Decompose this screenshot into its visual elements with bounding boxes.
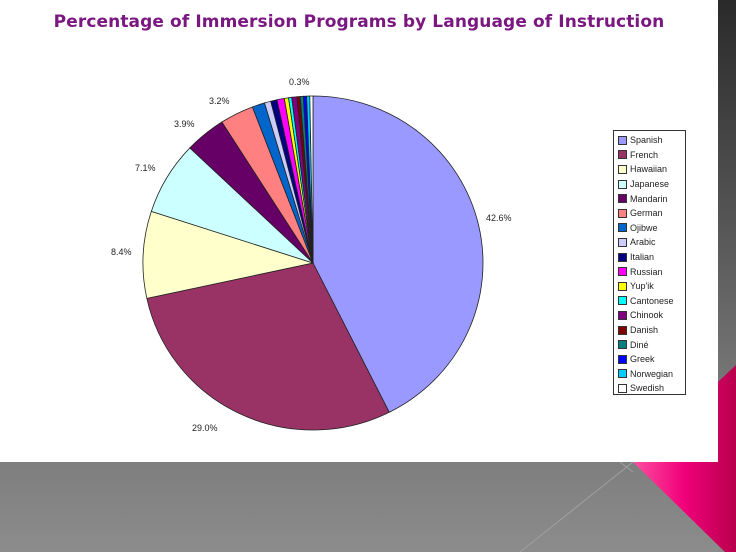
data-label-hawaiian: 8.4% xyxy=(111,247,132,257)
pie-chart xyxy=(142,95,484,431)
legend-item-danish: Danish xyxy=(618,323,685,338)
legend-swatch xyxy=(618,340,627,350)
legend-item-yupik: Yup'ik xyxy=(618,279,685,294)
legend-swatch xyxy=(618,310,627,320)
legend-swatch xyxy=(618,164,627,174)
legend-item-german: German xyxy=(618,206,685,221)
legend-swatch xyxy=(618,325,627,335)
legend-item-italian: Italian xyxy=(618,250,685,265)
data-label-spanish: 42.6% xyxy=(486,213,512,223)
legend-swatch xyxy=(618,237,627,247)
pie-slice-french xyxy=(146,262,390,431)
legend-swatch xyxy=(618,252,627,262)
legend-item-ojibwe: Ojibwe xyxy=(618,221,685,236)
data-label-french: 29.0% xyxy=(192,423,218,433)
legend-item-din: Diné xyxy=(618,337,685,352)
legend-label: Japanese xyxy=(630,179,670,190)
legend-swatch xyxy=(618,179,627,189)
data-label-swedish: 0.3% xyxy=(289,77,310,87)
legend-label: Ojibwe xyxy=(630,222,658,233)
legend-swatch xyxy=(618,369,627,379)
legend-item-french: French xyxy=(618,148,685,163)
legend-item-cantonese: Cantonese xyxy=(618,294,685,309)
legend-label: Hawaiian xyxy=(630,164,668,175)
legend-item-spanish: Spanish xyxy=(618,133,685,148)
legend-item-swedish: Swedish xyxy=(618,381,685,396)
pie-slice-swedish xyxy=(309,95,314,264)
legend-label: Chinook xyxy=(630,310,664,321)
slide: Percentage of Immersion Programs by Lang… xyxy=(0,0,718,462)
legend-label: Diné xyxy=(630,339,649,350)
chart-title: Percentage of Immersion Programs by Lang… xyxy=(53,12,665,32)
data-label-german: 3.2% xyxy=(209,96,230,106)
legend-label: Swedish xyxy=(630,383,665,394)
legend-label: German xyxy=(630,208,663,219)
legend-swatch xyxy=(618,194,627,204)
legend-label: Russian xyxy=(630,266,663,277)
legend-label: Italian xyxy=(630,252,655,263)
pie-slice-hawaiian xyxy=(142,210,315,299)
legend-item-chinook: Chinook xyxy=(618,308,685,323)
legend-swatch xyxy=(618,281,627,291)
slide-background-bottom xyxy=(0,462,736,552)
legend-item-japanese: Japanese xyxy=(618,177,685,192)
legend-swatch xyxy=(618,208,627,218)
legend-label: Mandarin xyxy=(630,193,668,204)
pie-slice-spanish xyxy=(312,95,484,413)
legend-swatch xyxy=(618,135,627,145)
legend-swatch xyxy=(618,150,627,160)
legend-item-russian: Russian xyxy=(618,264,685,279)
legend-label: Danish xyxy=(630,325,659,336)
chart-legend: Spanish French Hawaiian Japanese Mandarin Ger… xyxy=(613,130,686,395)
legend-item-norwegian: Norwegian xyxy=(618,367,685,382)
legend-label: Greek xyxy=(630,354,655,365)
legend-swatch xyxy=(618,383,627,393)
legend-swatch xyxy=(618,354,627,364)
legend-swatch xyxy=(618,296,627,306)
slide-background-right xyxy=(718,0,736,552)
data-label-mandarin: 3.9% xyxy=(174,119,195,129)
legend-item-arabic: Arabic xyxy=(618,235,685,250)
legend-item-hawaiian: Hawaiian xyxy=(618,162,685,177)
legend-item-mandarin: Mandarin xyxy=(618,191,685,206)
legend-item-greek: Greek xyxy=(618,352,685,367)
legend-label: Yup'ik xyxy=(630,281,654,292)
legend-swatch xyxy=(618,267,627,277)
legend-label: French xyxy=(630,149,659,160)
legend-swatch xyxy=(618,223,627,233)
legend-label: Cantonese xyxy=(630,295,674,306)
legend-label: Spanish xyxy=(630,135,663,146)
data-label-japanese: 7.1% xyxy=(135,163,156,173)
legend-label: Norwegian xyxy=(630,368,674,379)
legend-label: Arabic xyxy=(630,237,656,248)
